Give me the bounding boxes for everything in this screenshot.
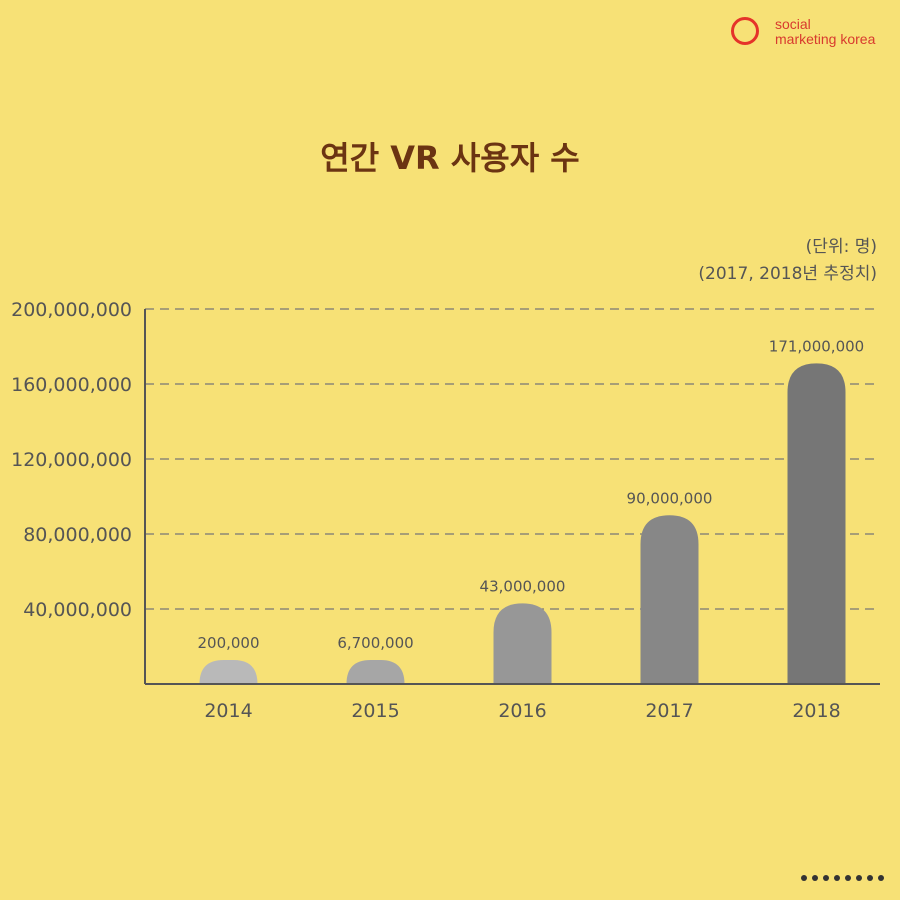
page-dot[interactable] xyxy=(812,875,818,881)
logo-text-line1: social xyxy=(775,16,811,32)
logo-ring-icon xyxy=(731,17,759,45)
brand-logo: social marketing korea xyxy=(731,14,900,54)
data-label: 200,000 xyxy=(197,634,259,652)
data-label: 90,000,000 xyxy=(627,489,713,507)
logo-text-line2: marketing korea xyxy=(775,31,876,47)
data-label: 6,700,000 xyxy=(337,634,413,652)
chart-title: 연간 VR 사용자 수 xyxy=(320,139,580,177)
bar xyxy=(787,363,846,684)
page-dot[interactable] xyxy=(867,875,873,881)
bar xyxy=(493,603,552,684)
x-tick-label: 2018 xyxy=(792,700,840,722)
estimate-note: (2017, 2018년 추정치) xyxy=(698,264,877,284)
page-dot[interactable] xyxy=(834,875,840,881)
page-dot[interactable] xyxy=(878,875,884,881)
y-tick-label: 120,000,000 xyxy=(11,449,132,471)
y-tick-label: 80,000,000 xyxy=(23,524,132,546)
x-tick-label: 2014 xyxy=(204,700,252,722)
bar xyxy=(640,515,699,684)
pagination-dots[interactable] xyxy=(801,875,884,881)
data-label: 171,000,000 xyxy=(769,337,864,355)
y-tick-label: 160,000,000 xyxy=(11,374,132,396)
bar xyxy=(346,660,405,684)
unit-label: (단위: 명) xyxy=(805,237,877,257)
x-tick-label: 2017 xyxy=(645,700,693,722)
x-tick-label: 2015 xyxy=(351,700,399,722)
y-tick-label: 40,000,000 xyxy=(23,599,132,621)
page-dot[interactable] xyxy=(856,875,862,881)
x-tick-label: 2016 xyxy=(498,700,546,722)
page-dot[interactable] xyxy=(845,875,851,881)
bar xyxy=(199,660,258,684)
page-dot[interactable] xyxy=(801,875,807,881)
y-tick-label: 200,000,000 xyxy=(11,299,132,321)
data-label: 43,000,000 xyxy=(480,577,566,595)
page-dot[interactable] xyxy=(823,875,829,881)
unit-note: (단위: 명) (2017, 2018년 추정치) xyxy=(698,234,877,288)
